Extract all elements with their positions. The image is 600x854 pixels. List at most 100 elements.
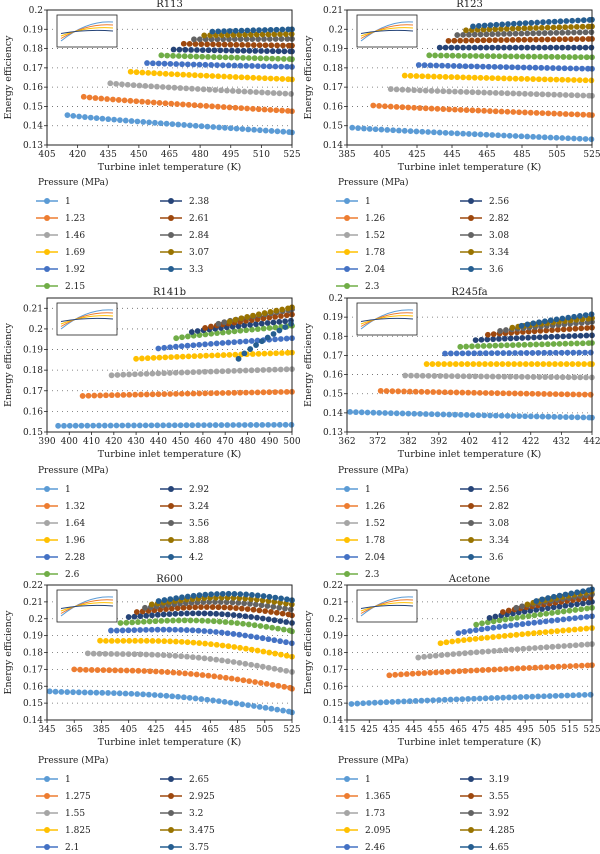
data-point — [229, 88, 236, 94]
data-point — [553, 374, 560, 381]
x-tick-label: 495 — [222, 150, 239, 160]
data-point — [133, 98, 140, 105]
data-point — [492, 37, 499, 44]
data-point — [462, 63, 469, 70]
data-point — [503, 25, 510, 32]
legend-title: Pressure (MPa) — [38, 465, 108, 476]
data-point — [518, 75, 525, 82]
series-2.56 — [436, 44, 595, 51]
data-point — [554, 617, 561, 623]
legend-entry: 1 — [336, 775, 371, 785]
legend-entry: 3.6 — [460, 265, 504, 275]
data-point — [506, 30, 513, 37]
data-point — [387, 410, 394, 417]
data-point — [457, 343, 464, 350]
data-point — [573, 23, 580, 30]
data-point — [481, 412, 488, 419]
x-tick-label: 495 — [517, 725, 534, 735]
legend-label: 2.925 — [189, 792, 215, 802]
data-point — [571, 135, 577, 142]
data-point — [237, 338, 243, 345]
data-point — [240, 620, 246, 627]
data-point — [180, 604, 187, 611]
data-point — [275, 625, 281, 632]
data-point — [168, 71, 175, 77]
data-point — [164, 669, 171, 676]
legend-entry: 2.56 — [460, 197, 509, 207]
data-point — [266, 366, 272, 373]
data-point — [584, 325, 590, 331]
data-point — [197, 102, 204, 109]
data-point — [216, 124, 222, 131]
data-point — [99, 115, 106, 122]
data-point — [194, 47, 200, 53]
data-point — [234, 676, 241, 683]
data-point — [216, 54, 223, 61]
data-point — [401, 127, 408, 134]
data-point — [488, 390, 495, 396]
data-point — [440, 88, 447, 95]
data-point — [456, 650, 463, 657]
data-point — [277, 31, 283, 38]
data-point — [272, 389, 279, 395]
legend-label: 1.55 — [65, 809, 85, 819]
data-point — [405, 104, 412, 111]
data-point — [245, 55, 252, 61]
data-point — [483, 131, 490, 138]
data-point — [249, 36, 256, 42]
data-point — [558, 692, 565, 699]
x-tick-label: 402 — [461, 437, 478, 447]
data-point — [186, 72, 192, 78]
chart-panel: R6000.140.150.160.170.180.190.20.210.223… — [3, 574, 301, 853]
x-tick-label: 382 — [400, 437, 417, 447]
data-point — [489, 75, 496, 82]
data-point — [438, 669, 445, 675]
data-point — [125, 422, 132, 429]
data-point — [127, 68, 134, 75]
data-point — [430, 697, 437, 704]
legend-label: 1.64 — [65, 519, 85, 529]
data-point — [525, 334, 532, 341]
legend-marker — [344, 844, 350, 850]
data-point — [243, 591, 250, 598]
data-point — [551, 110, 557, 117]
data-point — [119, 651, 126, 657]
x-tick-label: 422 — [522, 437, 539, 447]
data-point — [506, 132, 513, 139]
data-point — [384, 127, 391, 133]
data-point — [549, 643, 556, 650]
data-point — [509, 342, 516, 348]
data-point — [501, 132, 507, 139]
data-point — [588, 29, 595, 36]
data-point — [116, 690, 123, 697]
data-point — [565, 374, 572, 381]
data-point — [143, 637, 150, 644]
data-point — [428, 87, 435, 94]
data-point — [517, 390, 524, 397]
data-point — [209, 352, 215, 359]
data-point — [278, 651, 284, 658]
data-point — [583, 613, 590, 620]
data-point — [534, 19, 541, 26]
data-point — [288, 90, 295, 97]
data-point — [259, 89, 265, 96]
data-point — [398, 671, 404, 678]
data-point — [202, 640, 208, 647]
legend-label: 1 — [65, 775, 71, 785]
data-point — [561, 643, 568, 649]
data-point — [560, 616, 567, 623]
data-point — [276, 318, 283, 325]
x-tick-label: 400 — [61, 437, 78, 447]
data-point — [366, 700, 372, 706]
data-point — [454, 74, 461, 81]
data-point — [196, 369, 202, 375]
data-point — [245, 42, 251, 48]
y-tick-label: 0.13 — [23, 141, 43, 151]
data-point — [500, 694, 507, 701]
data-point — [554, 333, 561, 340]
data-point — [134, 118, 141, 125]
data-point — [454, 32, 461, 38]
data-point — [561, 65, 568, 72]
data-point — [209, 28, 216, 35]
data-point — [457, 106, 464, 113]
